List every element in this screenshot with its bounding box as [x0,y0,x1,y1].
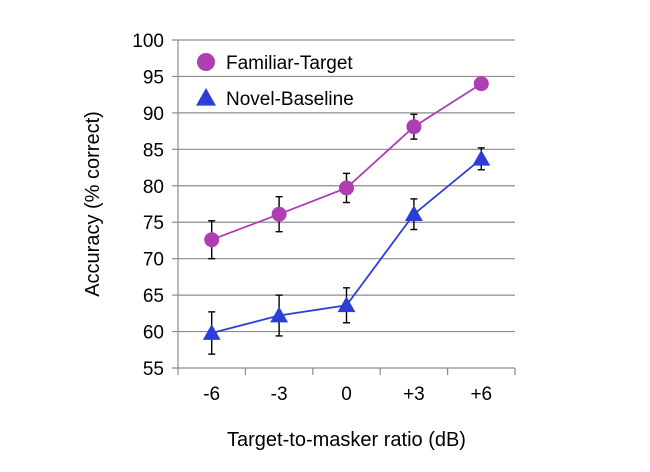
series-layer [202,76,491,355]
legend-item-novel-baseline: Novel-Baseline [196,88,354,110]
data-point-novel-baseline-4 [472,149,491,166]
x-tick-label-0: -6 [203,384,220,405]
legend-symbol-1 [196,88,216,106]
y-tick-label-100: 100 [132,31,164,52]
data-point-familiar-target-0 [204,232,220,248]
data-point-novel-baseline-1 [270,306,289,323]
x-tick-label-4: +6 [470,384,492,405]
data-point-familiar-target-2 [339,180,354,196]
y-tick-label-75: 75 [143,213,164,234]
y-tick-label-85: 85 [143,140,164,161]
y-tick-label-95: 95 [143,67,164,88]
legend-label-familiar-target: Familiar-Target [226,53,353,74]
y-tick-label-80: 80 [143,177,164,198]
data-point-novel-baseline-3 [404,205,423,222]
x-axis-title: Target-to-masker ratio (dB) [227,429,466,451]
series-novel-baseline [202,147,491,355]
legend: Familiar-Target Novel-Baseline [196,53,354,110]
data-point-novel-baseline-0 [202,324,221,340]
y-axis-title: Accuracy (% correct) [82,111,104,297]
data-point-familiar-target-4 [473,76,489,92]
series-familiar-target [204,76,489,260]
legend-item-familiar-target: Familiar-Target [197,53,353,74]
data-point-familiar-target-3 [406,119,422,135]
y-tick-label-60: 60 [143,323,164,344]
y-tick-labels: 55 60 65 70 75 80 85 90 95 100 [132,31,164,380]
x-tick-labels: -6 -3 0 +3 +6 [203,384,492,405]
y-tick-label-55: 55 [143,359,164,380]
y-tick-label-70: 70 [143,250,164,271]
x-tick-label-3: +3 [403,384,425,405]
legend-marker-familiar-target [197,53,215,71]
legend-symbol-0 [197,53,215,71]
x-tick-label-1: -3 [271,384,288,405]
y-tick-label-90: 90 [143,104,164,125]
x-tick-label-2: 0 [341,384,352,405]
axes [172,39,516,375]
y-tick-label-65: 65 [143,286,164,307]
legend-label-novel-baseline: Novel-Baseline [226,89,354,110]
legend-marker-novel-baseline [196,88,216,106]
data-point-familiar-target-1 [271,206,287,222]
data-point-novel-baseline-2 [337,296,356,313]
